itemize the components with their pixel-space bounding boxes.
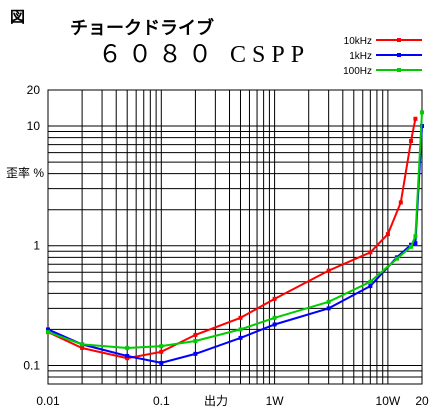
data-point	[46, 327, 50, 332]
tick-labels: 0.01 0.1 1W 10W 20 0.1 1 10 20	[23, 83, 429, 408]
data-point	[326, 299, 331, 304]
chart-subtitle: ６０８０ CSPP	[98, 42, 310, 68]
data-point	[398, 200, 403, 205]
data-point	[272, 296, 277, 301]
data-point	[368, 279, 373, 284]
legend-marker	[397, 53, 401, 57]
data-point	[272, 322, 277, 327]
series-line-1	[47, 125, 423, 364]
data-point	[368, 250, 373, 255]
data-point	[238, 327, 243, 332]
y-tick-label: 0.1	[23, 358, 40, 372]
data-point	[193, 339, 198, 344]
data-point	[238, 335, 243, 340]
x-tick-label: 20	[415, 394, 429, 408]
legend-marker	[397, 38, 401, 42]
data-point	[159, 360, 164, 365]
legend-label: 100Hz	[343, 66, 372, 77]
data-point	[326, 306, 331, 311]
data-point	[159, 349, 164, 354]
data-point	[272, 315, 277, 320]
data-point	[238, 315, 243, 320]
data-point	[326, 268, 331, 273]
data-point	[193, 351, 198, 356]
plot-frame	[47, 89, 423, 385]
data-point	[413, 116, 418, 121]
series-line-2	[47, 112, 423, 350]
data-point	[80, 345, 85, 350]
data-point	[193, 332, 198, 337]
x-tick-label: 0.01	[36, 394, 60, 408]
data-point	[420, 110, 424, 115]
legend-label: 10kHz	[344, 36, 372, 47]
data-point	[368, 284, 373, 289]
data-point	[409, 244, 414, 249]
x-axis-label: 出力	[204, 394, 228, 408]
data-point	[159, 344, 164, 349]
x-tick-label: 1W	[266, 394, 285, 408]
series-line-0	[47, 118, 417, 360]
y-tick-label: 1	[33, 239, 40, 253]
legend: 10kHz 1kHz 100Hz	[343, 36, 422, 77]
x-tick-label: 0.1	[153, 394, 170, 408]
data-point	[125, 356, 130, 361]
data-point	[394, 256, 399, 261]
data-point	[125, 353, 130, 358]
chart-title: チョークドライブ	[70, 17, 214, 38]
data-point	[413, 234, 418, 239]
y-tick-label: 10	[27, 119, 41, 133]
figure-label: 図	[10, 9, 25, 26]
data-point	[409, 138, 414, 143]
data-point	[125, 345, 130, 350]
legend-label: 1kHz	[349, 51, 372, 62]
x-tick-label: 10W	[376, 394, 401, 408]
y-tick-label: 20	[27, 83, 41, 97]
data-point	[385, 232, 390, 237]
data-point	[413, 241, 418, 246]
y-axis-label: 歪率 %	[6, 165, 44, 180]
data-point	[46, 330, 50, 335]
data-point	[80, 342, 85, 347]
legend-marker	[397, 68, 401, 72]
series-lines	[46, 110, 424, 365]
